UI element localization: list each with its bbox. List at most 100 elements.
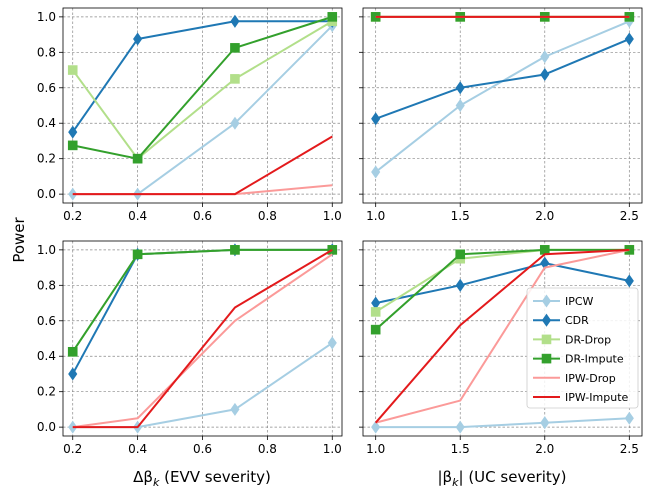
series-line bbox=[72, 249, 333, 429]
x-tick-label: 2.0 bbox=[535, 442, 554, 456]
y-tick-label: 0.2 bbox=[37, 385, 56, 399]
x-tick-label: 0.6 bbox=[193, 209, 212, 223]
panel-frame bbox=[62, 240, 343, 437]
x-axis-label-right: |βk| (UC severity) bbox=[437, 468, 566, 489]
panel-top-right: 1.0 1.5 2.0 2.5 bbox=[359, 7, 643, 223]
legend-marker bbox=[541, 313, 552, 327]
series-ipw-impute bbox=[72, 249, 333, 429]
x-axis-label-left-sub: k bbox=[153, 476, 160, 489]
x-tick-label: 0.8 bbox=[258, 209, 277, 223]
x-tick-label: 1.5 bbox=[451, 442, 470, 456]
y-tick-label: 0.4 bbox=[37, 349, 56, 363]
panels: 0.2 0.4 0.6 0.8 1.0 0.0 0.2 0.4 0.6 0.8 1.0 1.0 1.5 2… bbox=[37, 7, 643, 456]
point-marker bbox=[371, 420, 381, 434]
series-group bbox=[370, 12, 635, 179]
series-ipw-impute bbox=[374, 248, 630, 424]
legend: IPCW CDR DR-Drop DR-Impute IPW-Drop IPW-Imput… bbox=[526, 287, 639, 409]
y-tick-label: 0.8 bbox=[37, 278, 56, 292]
legend-entry-dr-impute: DR-Impute bbox=[533, 353, 624, 366]
series-dr-impute bbox=[67, 12, 338, 164]
legend-entry-ipw-drop: IPW-Drop bbox=[533, 372, 616, 385]
point-marker bbox=[230, 43, 240, 53]
point-marker bbox=[370, 307, 381, 317]
point-marker bbox=[455, 278, 465, 292]
legend-marker bbox=[541, 334, 552, 345]
series-line bbox=[375, 248, 630, 331]
x-axis-label-right-sub: k bbox=[452, 476, 459, 489]
series-line bbox=[72, 253, 333, 429]
x-tick-label: 2.5 bbox=[620, 209, 639, 223]
series-cdr bbox=[371, 256, 634, 310]
point-marker bbox=[67, 346, 78, 357]
x-tick-label: 0.2 bbox=[63, 209, 82, 223]
x-tick-label: 0.8 bbox=[258, 442, 277, 456]
y-tick-label: 0.6 bbox=[37, 81, 56, 95]
legend-entry-ipw-impute: IPW-Impute bbox=[533, 391, 629, 404]
x-tick-label: 0.2 bbox=[63, 442, 82, 456]
series-ipw-drop bbox=[375, 248, 630, 424]
point-marker bbox=[370, 324, 381, 335]
x-tick-label: 1.0 bbox=[366, 209, 385, 223]
legend-label: IPCW bbox=[565, 295, 594, 308]
point-marker bbox=[230, 116, 240, 130]
x-tick-label: 1.5 bbox=[451, 209, 470, 223]
point-marker bbox=[455, 420, 465, 434]
y-tick-label: 1.0 bbox=[37, 10, 56, 24]
series-line bbox=[375, 262, 630, 305]
panel-bottom-right: 1.0 1.5 2.0 2.5 bbox=[359, 240, 643, 456]
series-line bbox=[71, 20, 333, 160]
x-axis-label-left-suffix: (EVV severity) bbox=[159, 468, 270, 486]
series-ipw-impute bbox=[72, 135, 333, 196]
point-marker bbox=[540, 67, 550, 82]
point-marker bbox=[624, 411, 634, 425]
point-marker bbox=[455, 249, 466, 260]
x-tick-label: 2.5 bbox=[620, 442, 639, 456]
x-tick-label: 0.4 bbox=[128, 442, 147, 456]
point-marker bbox=[624, 274, 634, 288]
y-tick-label: 0.2 bbox=[37, 152, 56, 166]
series-line bbox=[72, 135, 333, 196]
series-line bbox=[374, 248, 630, 424]
series-line bbox=[71, 20, 333, 133]
point-marker bbox=[327, 12, 338, 22]
series-ipcw bbox=[371, 411, 634, 434]
point-marker bbox=[68, 125, 78, 139]
point-marker bbox=[67, 140, 78, 151]
x-tick-label: 1.0 bbox=[323, 442, 342, 456]
series-line bbox=[375, 417, 630, 429]
point-marker bbox=[539, 245, 550, 255]
point-marker bbox=[133, 32, 143, 46]
panel-frame bbox=[362, 7, 643, 204]
x-axis-label-right-suffix: | (UC severity) bbox=[459, 468, 567, 486]
panel-frame bbox=[62, 7, 343, 204]
y-tick-label: 0.4 bbox=[37, 116, 56, 130]
series-group bbox=[67, 12, 338, 201]
legend-label: DR-Impute bbox=[565, 353, 624, 366]
point-marker bbox=[371, 165, 381, 179]
y-tick-label: 0.6 bbox=[37, 314, 56, 328]
y-tick-label: 0.0 bbox=[37, 187, 56, 201]
y-axis-label: Power bbox=[10, 216, 28, 262]
point-marker bbox=[540, 416, 550, 430]
legend-entry-cdr: CDR bbox=[533, 313, 589, 327]
y-tick-label: 0.8 bbox=[37, 45, 56, 59]
x-tick-label: 0.4 bbox=[128, 209, 147, 223]
panel-frame bbox=[362, 240, 643, 437]
x-tick-label: 1.0 bbox=[323, 209, 342, 223]
legend-label: DR-Drop bbox=[565, 333, 611, 346]
series-group bbox=[67, 243, 338, 434]
y-tick-label: 1.0 bbox=[37, 243, 56, 257]
series-ipw-drop bbox=[72, 253, 333, 429]
series-cdr bbox=[371, 32, 634, 126]
point-marker bbox=[230, 402, 240, 416]
x-axis-label-right-prefix: |β bbox=[437, 468, 452, 486]
panel-bottom-left: 0.2 0.4 0.6 0.8 1.0 0.0 0.2 0.4 0.6 0.8 1.0 bbox=[37, 240, 343, 456]
point-marker bbox=[67, 65, 78, 75]
point-marker bbox=[455, 81, 465, 95]
series-line bbox=[72, 15, 333, 160]
point-marker bbox=[132, 153, 143, 164]
point-marker bbox=[624, 32, 634, 46]
point-marker bbox=[540, 50, 550, 64]
series-group bbox=[370, 245, 635, 434]
